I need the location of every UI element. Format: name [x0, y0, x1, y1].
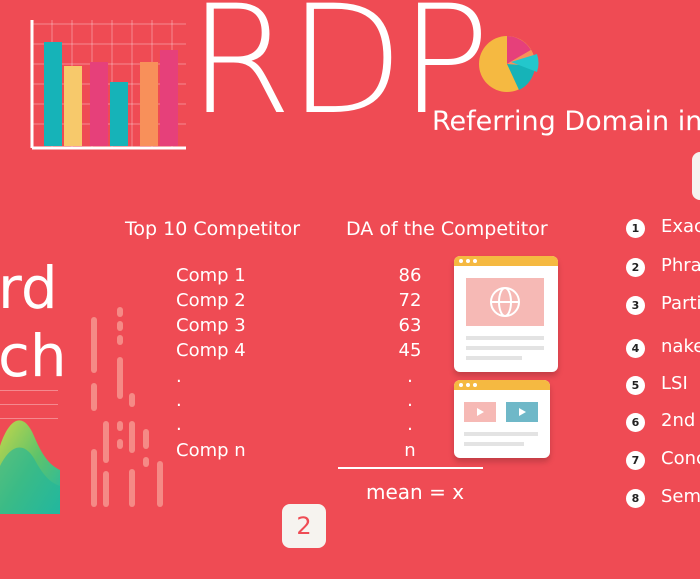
browser-window-globe: [454, 256, 558, 372]
list-number: 4: [626, 339, 645, 358]
left-word-2: ch: [0, 322, 67, 390]
list-item: nake: [661, 336, 700, 357]
bar-chart-illustration: [30, 20, 186, 150]
list-item: LSI: [661, 373, 688, 394]
list-item: Exac: [661, 216, 700, 237]
video-thumbnails-icon: [464, 402, 538, 446]
subtitle: Referring Domain into: [432, 106, 700, 137]
competitor-name: .: [176, 414, 182, 435]
left-word-1: rd: [0, 254, 58, 322]
competitor-name: Comp 2: [176, 290, 246, 311]
list-item: Conc: [661, 448, 700, 469]
competitor-da: 86: [398, 265, 422, 286]
page-number: 2: [282, 504, 326, 548]
list-item: Phra: [661, 255, 700, 276]
competitor-da: .: [407, 390, 413, 411]
corner-tab: [692, 152, 700, 200]
competitor-name: Comp 4: [176, 340, 246, 361]
list-number: 8: [626, 489, 645, 508]
competitor-da: 45: [398, 340, 422, 361]
page-title: RDP: [188, 0, 490, 148]
list-number: 6: [626, 413, 645, 432]
globe-icon: [466, 278, 544, 360]
list-item: Sem: [661, 486, 700, 507]
pie-chart-icon: [479, 36, 539, 92]
competitor-da: 63: [398, 315, 422, 336]
competitor-name: Comp 3: [176, 315, 246, 336]
mean-formula: mean = x: [366, 480, 465, 504]
sum-rule: [338, 467, 483, 469]
competitor-name: Comp n: [176, 440, 246, 461]
column-header-competitor: Top 10 Competitor: [125, 218, 301, 240]
dots-decoration: [91, 307, 163, 507]
competitor-da: .: [407, 414, 413, 435]
browser-window-video: [454, 380, 550, 458]
list-number: 7: [626, 451, 645, 470]
divider-line: [0, 390, 58, 391]
competitor-name: Comp 1: [176, 265, 246, 286]
list-number: 1: [626, 219, 645, 238]
competitor-da: .: [407, 366, 413, 387]
competitor-name: .: [176, 390, 182, 411]
list-item: 2nd: [661, 410, 696, 431]
competitor-da: 72: [398, 290, 422, 311]
area-chart-illustration: [0, 420, 60, 514]
divider-line: [0, 418, 58, 419]
list-item: Parti: [661, 293, 700, 314]
competitor-name: .: [176, 366, 182, 387]
list-number: 2: [626, 258, 645, 277]
list-number: 3: [626, 296, 645, 315]
competitor-da: n: [404, 440, 416, 461]
column-header-da: DA of the Competitor: [346, 218, 548, 240]
divider-line: [0, 404, 58, 405]
list-number: 5: [626, 376, 645, 395]
